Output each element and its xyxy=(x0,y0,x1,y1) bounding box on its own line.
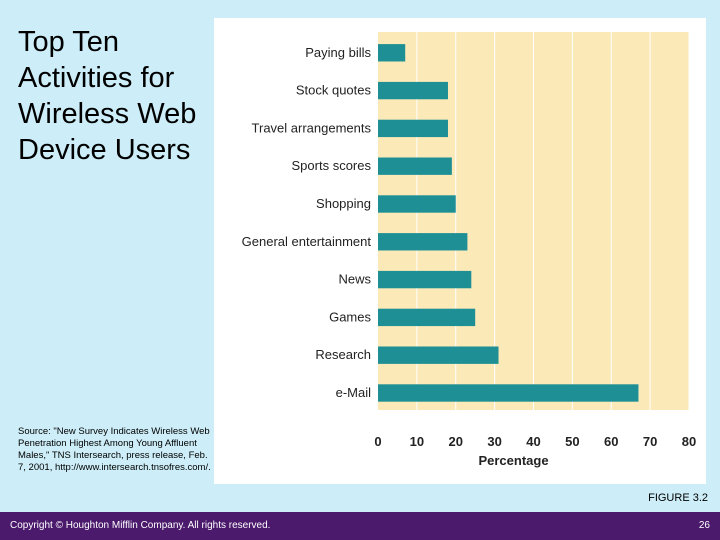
bar-games xyxy=(378,308,476,327)
x-tick-label: 10 xyxy=(410,434,424,449)
x-tick-label: 60 xyxy=(604,434,618,449)
category-label: General entertainment xyxy=(242,234,372,249)
chart-container: Paying bills Stock quotes Travel arrangeme… xyxy=(214,18,706,484)
x-tick-label: 70 xyxy=(643,434,657,449)
bar-travel-arrangements xyxy=(378,119,448,138)
x-tick-label: 50 xyxy=(565,434,579,449)
category-label: Shopping xyxy=(316,196,371,211)
category-label: News xyxy=(338,272,371,287)
category-label: Travel arrangements xyxy=(252,120,372,135)
x-tick-label: 0 xyxy=(374,434,381,449)
bar-news xyxy=(378,270,472,289)
x-tick-label: 30 xyxy=(487,434,501,449)
bar-sports-scores xyxy=(378,157,452,175)
footer-bar: Copyright © Houghton Mifflin Company. Al… xyxy=(0,512,720,540)
x-tick-label: 80 xyxy=(682,434,696,449)
category-label: Sports scores xyxy=(292,158,372,173)
bar-shopping xyxy=(378,195,456,213)
copyright-text: Copyright © Houghton Mifflin Company. Al… xyxy=(10,520,271,531)
bar-chart: Paying bills Stock quotes Travel arrangeme… xyxy=(242,32,696,468)
category-label: Paying bills xyxy=(305,45,371,60)
bar-research xyxy=(378,346,499,364)
category-label: Research xyxy=(315,347,371,362)
bar-general-entertainment xyxy=(378,233,468,251)
source-note: Source: "New Survey Indicates Wireless W… xyxy=(18,426,211,473)
bar-stock-quotes xyxy=(378,81,448,100)
x-tick-label: 20 xyxy=(449,434,463,449)
bar-paying-bills xyxy=(378,44,406,62)
x-axis-label: Percentage xyxy=(478,453,548,468)
bar-e-mail xyxy=(378,384,639,402)
category-label: Games xyxy=(329,309,371,324)
page-number: 26 xyxy=(698,520,710,531)
figure-label: FIGURE 3.2 xyxy=(648,492,708,504)
slide-title: Top Ten Activities for Wireless Web Devi… xyxy=(18,26,197,166)
x-tick-label: 40 xyxy=(526,434,540,449)
category-label: Stock quotes xyxy=(296,83,372,98)
category-label: e-Mail xyxy=(336,385,372,400)
